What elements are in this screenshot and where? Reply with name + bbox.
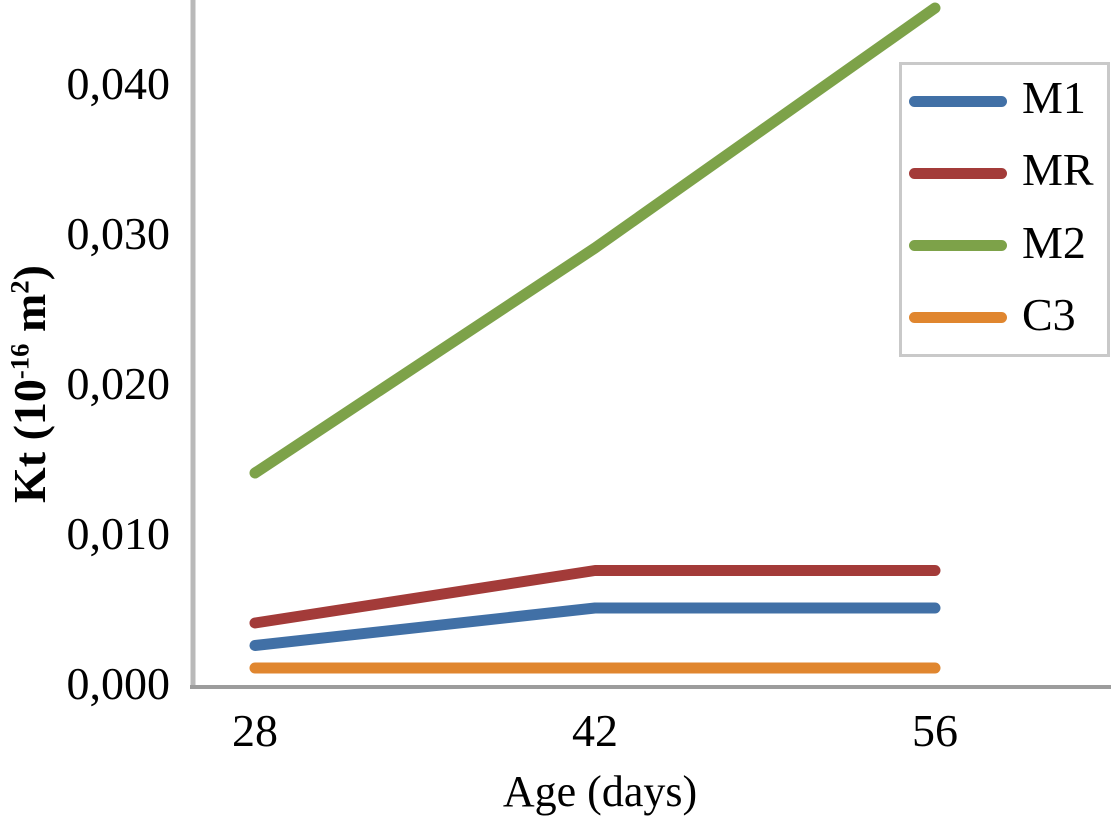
- legend-label-c3: C3: [1022, 288, 1076, 340]
- series-line-m2: [249, 2, 941, 479]
- x-axis-tick-labels: 28 42 56: [232, 705, 958, 756]
- series-line-mr: [249, 565, 941, 629]
- y-axis-title-text: Kt (10: [4, 379, 55, 503]
- x-tick-label: 56: [912, 705, 958, 756]
- legend-item-mr: MR: [902, 147, 1107, 199]
- legend-swatch-m2: [909, 240, 1007, 252]
- y-axis-tick-labels: 0,000 0,010 0,020 0,030 0,040: [67, 58, 171, 709]
- series-line-m1: [249, 602, 941, 651]
- chart-legend: M1 MR M2 C3: [899, 62, 1110, 357]
- legend-label-m1: M1: [1022, 72, 1086, 124]
- x-axis-title: Age (days): [502, 767, 698, 816]
- legend-item-m2: M2: [902, 216, 1107, 272]
- legend-label-m2: M2: [1022, 216, 1086, 268]
- y-tick-label: 0,030: [67, 208, 171, 259]
- y-axis-title-close-paren: ): [4, 265, 55, 281]
- x-tick-label: 28: [232, 705, 278, 756]
- y-axis-title-superscript-squared: 2: [4, 280, 35, 294]
- legend-item-c3: C3: [902, 288, 1107, 344]
- legend-swatch-c3: [909, 312, 1007, 324]
- legend-label-mr: MR: [1022, 144, 1094, 196]
- y-axis-title-superscript-exponent: -16: [4, 343, 35, 380]
- series-lines: [249, 2, 941, 674]
- y-axis-title: Kt (10-16 m2): [0, 234, 61, 534]
- legend-item-m1: M1: [902, 75, 1107, 127]
- y-axis-title-unit: m: [4, 293, 55, 344]
- legend-swatch-m1: [909, 95, 1007, 107]
- y-tick-label: 0,040: [67, 58, 171, 109]
- y-tick-label: 0,010: [67, 508, 171, 559]
- y-tick-label: 0,000: [67, 658, 171, 709]
- legend-swatch-mr: [909, 167, 1007, 179]
- x-tick-label: 42: [572, 705, 618, 756]
- y-tick-label: 0,020: [67, 358, 171, 409]
